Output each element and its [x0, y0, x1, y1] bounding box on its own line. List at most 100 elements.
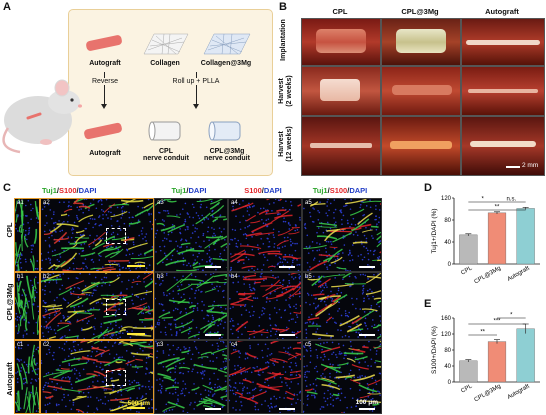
y-tick-label: 0 [448, 380, 452, 386]
y-tick-label: 160 [441, 316, 452, 322]
scale-bar [279, 408, 295, 410]
panel-letter-e: E [424, 298, 432, 310]
rollup-label: Roll up + PLLA [160, 78, 232, 85]
x-tick-label-0: CPL [460, 265, 474, 276]
row-header-implantation: Implantation [280, 19, 287, 61]
header-col5-s100: S100 [329, 186, 348, 195]
photo-autograft-harvest-12w: 2 mm [461, 116, 545, 176]
sublabel-a1: a1 [17, 200, 24, 206]
column-header-cpl: CPL [332, 7, 348, 16]
x-tick-label-0: CPL [460, 383, 474, 394]
scale-bar [127, 407, 145, 409]
micrograph-c5: c5 100 μm [302, 340, 382, 414]
photo-cpl3mg-harvest-12w [381, 116, 461, 176]
zoom-region-box [105, 227, 126, 244]
scale-label-500um: 500 μm [127, 400, 150, 407]
micrograph-fibers [229, 341, 301, 413]
sig-label-0: * [481, 197, 484, 203]
panel-letter-b: B [279, 1, 287, 13]
micrograph-fibers [229, 273, 301, 339]
scale-label-2mm: 2 mm [522, 162, 539, 169]
bar-0 [459, 234, 478, 265]
cpl3mg-conduit-label: CPL@3Mg nerve conduit [204, 148, 250, 162]
header-s100: S100 [58, 186, 77, 195]
sublabel-c3: c3 [157, 342, 164, 348]
panel-letter-d: D [424, 182, 432, 194]
cpl-conduit-icon [148, 121, 181, 141]
header-col4-dapi: DAPI [263, 186, 282, 195]
header-col5-dapi: DAPI [349, 186, 368, 195]
reverse-label: Reverse [84, 78, 126, 85]
header-col5: Tuj1/S100/DAPI [312, 186, 368, 195]
micrograph-b1: b1 [14, 272, 40, 340]
micrograph-c4: c4 [228, 340, 302, 414]
header-stain-left: Tuj1/S100/DAPI [42, 186, 97, 195]
collagen-label: Collagen [150, 60, 180, 67]
panel-c: C Tuj1/S100/DAPI Tuj1/DAPI S100/DAPI Tuj… [0, 180, 420, 415]
header-col3-tuj1: Tuj1 [171, 186, 187, 195]
micrograph-a5: a5 [302, 198, 382, 272]
micrograph-fibers [155, 341, 227, 413]
reverse-arrow [104, 72, 105, 106]
micrograph-fibers [41, 199, 153, 271]
micrograph-a1: a1 [14, 198, 40, 272]
micrograph-c2: c2 500 μm [40, 340, 154, 414]
y-tick-label: 80 [444, 218, 451, 224]
micrograph-fibers [15, 274, 39, 338]
micrograph-b4: b4 [228, 272, 302, 340]
micrograph-fibers [229, 199, 301, 271]
micrograph-fibers [155, 273, 227, 339]
sig-label-1: n.s. [506, 197, 516, 203]
header-col5-tuj1: Tuj1 [312, 186, 328, 195]
micrograph-a2: a2 [40, 198, 154, 272]
y-tick-label: 120 [441, 196, 452, 202]
sublabel-a2: a2 [43, 200, 50, 206]
panel-a: A Autograft Collagen Collagen@3Mg Revers… [0, 0, 273, 180]
scale-bar [279, 334, 295, 336]
row-label-cpl: CPL [5, 222, 14, 238]
photo-cpl-harvest-2w [301, 66, 381, 116]
sublabel-b2: b2 [43, 274, 50, 280]
row-label-cpl3mg: CPL@3Mg [5, 283, 14, 321]
header-col3-dapi: DAPI [188, 186, 207, 195]
scale-bar [279, 266, 295, 268]
sig-label-2: ** [480, 330, 485, 336]
y-axis-label: Tuj1+/DAPI (%) [431, 208, 438, 253]
sublabel-b3: b3 [157, 274, 164, 280]
bar-1 [487, 212, 507, 265]
column-header-cpl3mg: CPL@3Mg [401, 7, 439, 16]
sublabel-a5: a5 [305, 200, 312, 206]
zoom-region-box [105, 369, 126, 386]
sublabel-a4: a4 [231, 200, 238, 206]
x-tick-label-2: Autograft [507, 265, 531, 283]
scale-bar [205, 334, 221, 336]
header-col4-s100: S100 [244, 186, 262, 195]
photo-autograft-implantation [461, 18, 545, 66]
sublabel-a3: a3 [157, 200, 164, 206]
rollup-arrowhead [193, 104, 199, 109]
sublabel-b4: b4 [231, 274, 238, 280]
micrograph-a3: a3 [154, 198, 228, 272]
row-label-autograft: Autograft [5, 362, 14, 396]
micrograph-b5: b5 [302, 272, 382, 340]
panel-d: D 0 40 80 120 Tuj1+/DAPI (%) CPL CPL@3Mg Autogr… [420, 180, 546, 298]
scale-bar [205, 408, 221, 410]
scale-label-100um: 100 μm [355, 399, 378, 406]
autograft-label-bottom: Autograft [89, 150, 121, 157]
y-tick-label: 0 [448, 262, 452, 268]
micrograph-fibers [15, 199, 39, 271]
micrograph-fibers [41, 273, 153, 339]
sublabel-c4: c4 [231, 342, 238, 348]
column-header-autograft: Autograft [485, 7, 519, 16]
rollup-arrow [196, 72, 197, 106]
collagen-3mg-label: Collagen@3Mg [200, 60, 252, 67]
photo-cpl3mg-implantation [381, 18, 461, 66]
collagen-mesh [143, 33, 189, 55]
photo-cpl3mg-harvest-2w [381, 66, 461, 116]
photo-cpl-harvest-12w [301, 116, 381, 176]
row-header-harvest-2w: Harvest (2 weeks) [278, 75, 293, 107]
micrograph-b2: b2 [40, 272, 154, 340]
zoom-region-box [105, 299, 126, 316]
cpl3mg-conduit-icon [208, 121, 241, 141]
micrograph-fibers [15, 341, 39, 413]
